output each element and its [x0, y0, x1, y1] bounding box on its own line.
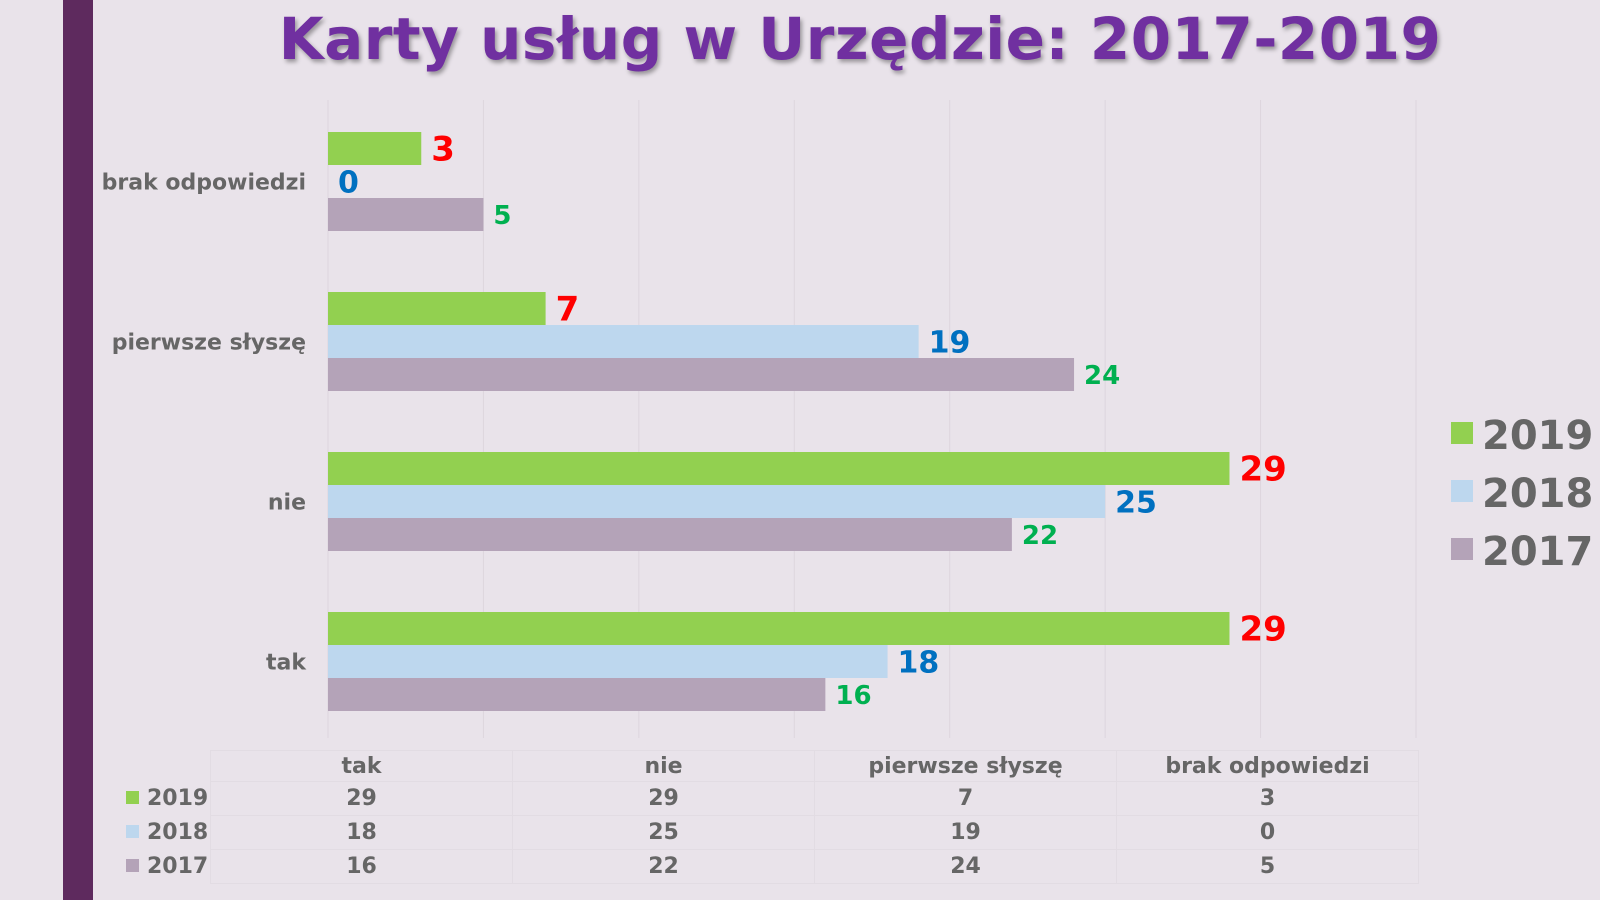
data-label-2018: 19	[929, 325, 971, 360]
table-cell: 29	[210, 781, 513, 816]
bar-2017	[328, 198, 484, 231]
bar-2019	[328, 292, 546, 325]
table-header-pierwsze: pierwsze słyszę	[814, 750, 1117, 782]
bar-2019	[328, 612, 1230, 645]
bar-2018	[328, 645, 888, 678]
table-cell: 18	[210, 815, 513, 850]
table-row-label: 2018	[118, 815, 211, 850]
data-label-2019: 7	[556, 290, 580, 330]
data-label-2018: 25	[1115, 485, 1157, 520]
side-accent-bar	[63, 0, 93, 900]
table-cell: 5	[1116, 849, 1419, 884]
table-cell: 16	[210, 849, 513, 884]
table-row-label-text: 2017	[147, 854, 209, 879]
bar-2018	[328, 485, 1106, 518]
legend-label-2018: 2018	[1482, 471, 1593, 517]
data-label-2017: 16	[835, 681, 871, 711]
table-row-label: 2017	[118, 849, 211, 884]
table-row: 2017 16 22 24 5	[118, 849, 1419, 884]
table-cell: 19	[814, 815, 1117, 850]
table-corner-cell	[118, 751, 211, 782]
table-header-nie: nie	[512, 750, 815, 782]
bar-2019	[328, 452, 1230, 485]
table-header-row: tak nie pierwsze słyszę brak odpowiedzi	[118, 750, 1419, 782]
category-label: pierwsze słyszę	[112, 331, 306, 356]
category-label: brak odpowiedzi	[102, 171, 306, 196]
data-label-2017: 22	[1022, 521, 1058, 551]
legend-swatch-2019	[1451, 422, 1473, 444]
table-cell: 29	[512, 781, 815, 816]
data-label-2019: 3	[431, 130, 455, 170]
bar-chart: tak 29 18 16 nie 29 25 22 pierwsze słyszę 7 19 24 br…	[102, 100, 1593, 738]
table-row-label: 2019	[118, 781, 211, 816]
bar-2019	[328, 132, 422, 165]
bar-2018	[328, 325, 919, 358]
legend-swatch-2018	[1451, 480, 1473, 502]
category-label: tak	[266, 651, 307, 676]
legend-label-2017: 2017	[1482, 529, 1593, 575]
table-cell: 7	[814, 781, 1117, 816]
bar-2017	[328, 518, 1012, 551]
bar-2017	[328, 358, 1075, 391]
legend-swatch-2018	[126, 825, 139, 838]
table-row-label-text: 2019	[147, 786, 209, 811]
legend-swatch-2017	[126, 859, 139, 872]
table-row: 2018 18 25 19 0	[118, 815, 1419, 850]
table-cell: 3	[1116, 781, 1419, 816]
data-label-2017: 5	[493, 201, 511, 231]
table-cell: 25	[512, 815, 815, 850]
data-label-2018: 18	[898, 645, 940, 680]
data-label-2019: 29	[1239, 450, 1286, 490]
table-cell: 24	[814, 849, 1117, 884]
bar-2017	[328, 678, 826, 711]
data-label-2019: 29	[1239, 610, 1286, 650]
table-header-brak: brak odpowiedzi	[1116, 750, 1419, 782]
table-row: 2019 29 29 7 3	[118, 781, 1419, 816]
table-header-tak: tak	[210, 750, 513, 782]
table-cell: 0	[1116, 815, 1419, 850]
table-row-label-text: 2018	[147, 820, 209, 845]
legend-label-2019: 2019	[1482, 413, 1593, 459]
table-cell: 22	[512, 849, 815, 884]
data-label-2017: 24	[1084, 361, 1120, 391]
category-label: nie	[268, 491, 306, 516]
legend-swatch-2019	[126, 791, 139, 804]
chart-title: Karty usług w Urzędzie: 2017-2019	[278, 5, 1442, 73]
legend-swatch-2017	[1451, 538, 1473, 560]
data-label-2018: 0	[338, 165, 359, 200]
data-table: tak nie pierwsze słyszę brak odpowiedzi …	[118, 750, 1419, 884]
